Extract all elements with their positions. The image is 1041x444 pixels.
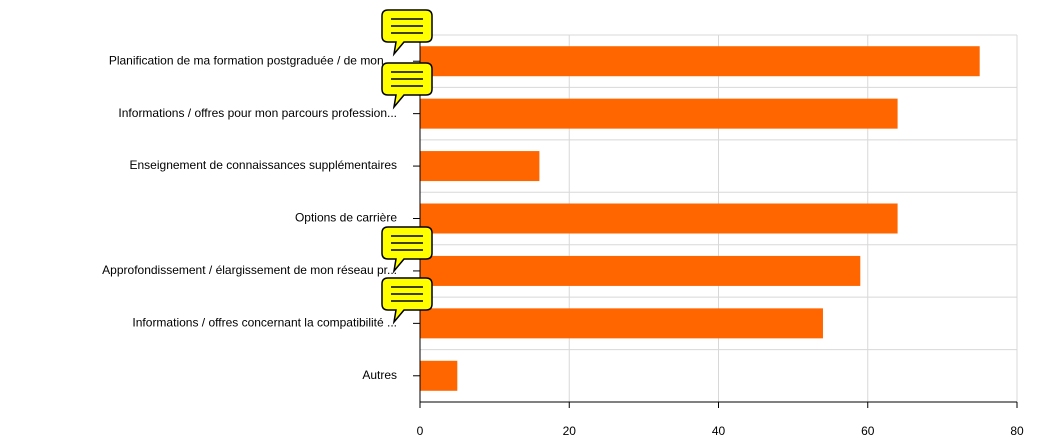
y-tick-label: Enseignement de connaissances supplément… — [130, 158, 398, 172]
x-tick-label: 0 — [417, 424, 424, 438]
x-tick-label: 80 — [1010, 424, 1024, 438]
bar — [420, 98, 898, 129]
y-tick-label: Options de carrière — [295, 211, 397, 225]
plot-area: 0 20 40 60 80 Planification de ma formation p… — [102, 34, 1024, 438]
bar — [420, 360, 458, 391]
comment-icon — [381, 62, 433, 110]
bar — [420, 203, 898, 234]
comment-icons — [381, 9, 433, 325]
bubble — [381, 62, 433, 110]
bar — [420, 151, 540, 182]
comment-icon — [381, 9, 433, 57]
x-tick-label: 20 — [563, 424, 577, 438]
bar — [420, 308, 823, 339]
y-tick-label: Autres — [362, 368, 397, 382]
y-tick-label: Approfondissement / élargissement de mon… — [102, 263, 397, 277]
x-tick-label: 60 — [861, 424, 875, 438]
bubble — [381, 226, 433, 274]
comment-icon — [381, 226, 433, 274]
y-tick-label: Informations / offres concernant la comp… — [132, 316, 397, 330]
y-tick-label: Planification de ma formation postgradué… — [109, 53, 397, 67]
comment-icon — [381, 277, 433, 325]
bubble — [381, 9, 433, 57]
x-tick-label: 40 — [712, 424, 726, 438]
y-tick-label: Informations / offres pour mon parcours … — [118, 106, 397, 120]
bar — [420, 46, 980, 77]
bar — [420, 255, 861, 286]
bubble — [381, 277, 433, 325]
